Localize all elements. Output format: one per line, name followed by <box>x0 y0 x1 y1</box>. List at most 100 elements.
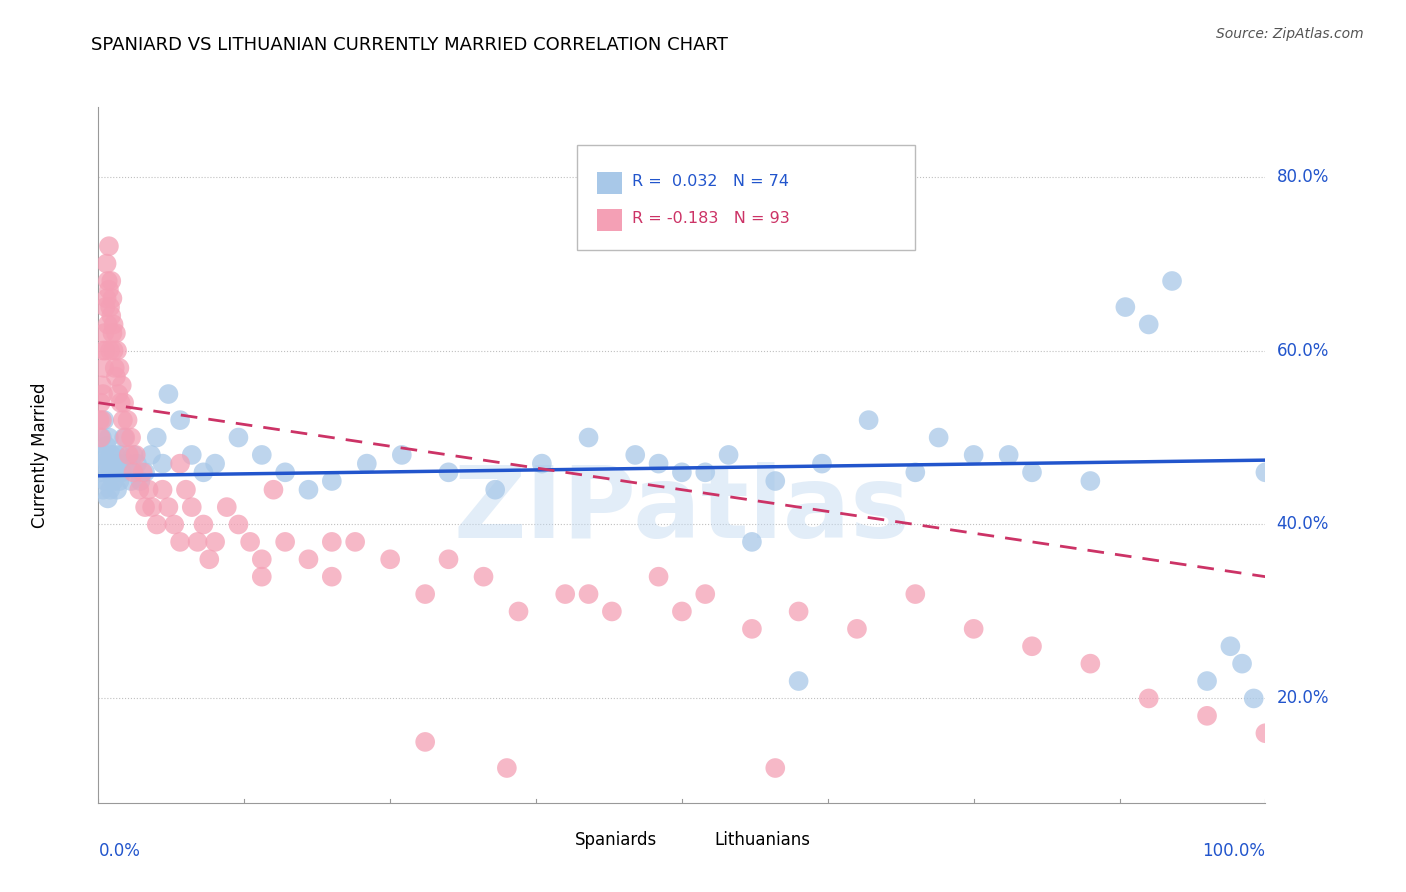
Point <box>1021 466 1043 480</box>
Point <box>239 534 262 549</box>
Point <box>297 552 319 566</box>
Point <box>93 413 115 427</box>
Point <box>741 534 763 549</box>
Point <box>90 430 112 444</box>
Point <box>496 761 519 775</box>
Point <box>118 448 141 462</box>
Point <box>117 457 139 471</box>
Text: 80.0%: 80.0% <box>1277 168 1329 186</box>
Point <box>1137 691 1160 706</box>
Point <box>100 274 122 288</box>
Point <box>1254 466 1277 480</box>
Point <box>141 500 163 514</box>
Point <box>380 552 402 566</box>
Point <box>152 483 174 497</box>
Point <box>846 622 869 636</box>
Point <box>163 517 186 532</box>
Text: Lithuanians: Lithuanians <box>714 830 811 848</box>
Text: Spaniards: Spaniards <box>575 830 657 848</box>
Point <box>228 430 250 444</box>
Point <box>96 439 118 453</box>
Point <box>107 387 129 401</box>
Point <box>169 457 191 471</box>
Point <box>508 605 530 619</box>
Text: Source: ZipAtlas.com: Source: ZipAtlas.com <box>1216 27 1364 41</box>
Point <box>108 474 131 488</box>
Point <box>554 587 576 601</box>
Point <box>1021 639 1043 653</box>
Point <box>90 378 112 392</box>
Point <box>93 326 115 341</box>
Point <box>108 361 131 376</box>
Point <box>90 413 112 427</box>
Point <box>858 413 880 427</box>
Point <box>98 343 121 358</box>
Text: 40.0%: 40.0% <box>1277 516 1329 533</box>
Point <box>94 300 117 314</box>
Point <box>600 605 623 619</box>
Point <box>152 457 174 471</box>
Point <box>122 466 145 480</box>
Point <box>111 378 134 392</box>
Point <box>484 483 506 497</box>
Point <box>1243 691 1265 706</box>
Point <box>91 387 114 401</box>
Point <box>114 430 136 444</box>
Point <box>321 569 343 583</box>
Point <box>763 761 786 775</box>
Point <box>180 500 202 514</box>
Point <box>763 474 786 488</box>
Point <box>1254 726 1277 740</box>
Point <box>250 552 273 566</box>
Point <box>103 318 125 332</box>
Point <box>103 343 125 358</box>
Point <box>103 474 125 488</box>
Point <box>695 466 717 480</box>
Point <box>1080 474 1102 488</box>
Point <box>741 622 763 636</box>
Point <box>110 448 132 462</box>
Point <box>128 483 150 497</box>
Point <box>624 448 647 462</box>
Point <box>1137 318 1160 332</box>
FancyBboxPatch shape <box>596 172 623 194</box>
Point <box>787 674 810 689</box>
Point <box>274 534 297 549</box>
Point <box>97 430 120 444</box>
Point <box>129 474 152 488</box>
Point <box>413 735 436 749</box>
Point <box>962 448 984 462</box>
Point <box>413 587 436 601</box>
Point <box>204 457 226 471</box>
Point <box>904 587 927 601</box>
Point <box>89 413 111 427</box>
Point <box>101 291 124 305</box>
Point <box>997 448 1019 462</box>
Point <box>174 483 197 497</box>
Point <box>96 291 118 305</box>
FancyBboxPatch shape <box>596 209 623 231</box>
Point <box>97 239 120 253</box>
Point <box>100 448 122 462</box>
Point <box>125 448 148 462</box>
Point <box>97 318 120 332</box>
Point <box>204 534 226 549</box>
Point <box>138 483 160 497</box>
Point <box>391 448 413 462</box>
Point <box>125 457 148 471</box>
Point <box>228 517 250 532</box>
Point <box>112 395 135 409</box>
Point <box>321 534 343 549</box>
Point <box>91 483 114 497</box>
Point <box>904 466 927 480</box>
Point <box>120 474 142 488</box>
Point <box>91 343 114 358</box>
Point <box>169 413 191 427</box>
Point <box>250 448 273 462</box>
Point <box>193 517 215 532</box>
Point <box>97 283 120 297</box>
Point <box>107 457 129 471</box>
Point <box>198 552 221 566</box>
Point <box>105 343 128 358</box>
Point <box>90 430 112 444</box>
